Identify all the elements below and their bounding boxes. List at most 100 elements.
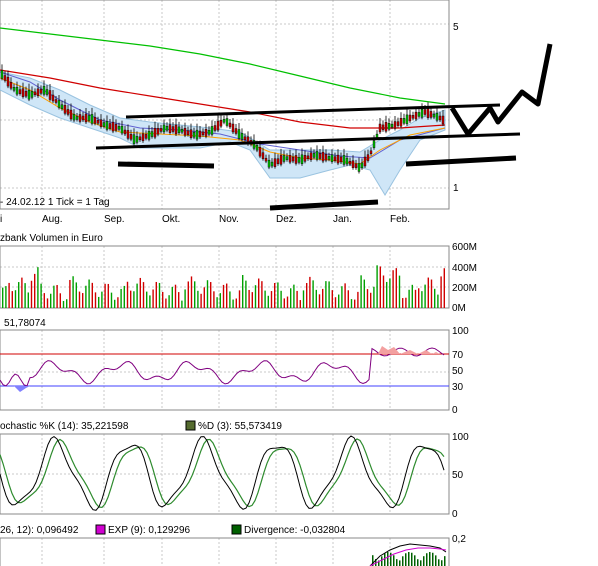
stochastic-panel: ochastic %K (14): 35,221598 %D (3): 55,5…: [0, 420, 469, 520]
volume-bar: [238, 290, 241, 308]
candle-body: [303, 155, 307, 162]
volume-bar: [334, 297, 337, 308]
vol-tick-200: 200M: [452, 283, 477, 294]
macd-hist-bar: [420, 560, 422, 566]
volume-bar: [136, 283, 138, 308]
macd-hist-bar: [399, 560, 401, 566]
x-tick-nov: Nov.: [219, 214, 239, 225]
candle-body: [138, 136, 142, 141]
candle-body: [201, 131, 205, 136]
candle-body: [327, 156, 331, 160]
volume-bar: [347, 290, 349, 308]
volume-bar: [75, 282, 77, 308]
macd-hist-bar: [417, 559, 419, 566]
candle-body: [273, 158, 277, 167]
ma-red: [0, 69, 446, 129]
volume-bar: [88, 279, 90, 308]
candle-body: [204, 129, 208, 137]
candle-body: [429, 111, 433, 118]
candle-body: [30, 91, 34, 98]
volume-bar: [11, 291, 13, 308]
candle-body: [15, 86, 19, 95]
candle-body: [84, 113, 88, 123]
candle-body: [318, 153, 322, 159]
price-panel: 5 1 - 24.02.12 1 Tick = 1 Tag: [0, 0, 553, 211]
volume-bar: [171, 286, 173, 308]
candle-body: [219, 119, 223, 127]
candle-body: [135, 136, 139, 143]
candle-body: [333, 156, 337, 161]
volume-bar: [299, 300, 301, 308]
candle-body: [63, 105, 67, 114]
candle-body: [96, 120, 100, 124]
volume-bar: [120, 288, 122, 308]
volume-bar: [59, 293, 61, 308]
candle-body: [192, 131, 196, 138]
volume-bar: [62, 300, 65, 308]
volume-bar: [363, 279, 365, 308]
bollinger-band: [0, 71, 446, 196]
volume-bar: [114, 299, 116, 308]
candle-body: [57, 100, 61, 108]
candle-body: [231, 123, 235, 133]
candle-body: [330, 154, 334, 162]
volume-bar: [21, 277, 23, 308]
candle-body: [294, 155, 298, 164]
volume-bar: [322, 288, 324, 308]
candle-body: [33, 91, 37, 96]
candle-body: [48, 90, 52, 100]
volume-bar: [386, 281, 388, 308]
macd-hist-bar: [426, 553, 428, 566]
volume-bar: [27, 292, 29, 308]
candle-body: [102, 122, 106, 127]
candle-body: [369, 150, 373, 155]
candle-body: [237, 129, 241, 139]
candle-body: [255, 144, 259, 151]
macd-hist-bar: [381, 556, 383, 566]
volume-bar: [152, 289, 154, 308]
candle-body: [342, 155, 346, 165]
volume-bar: [139, 277, 141, 308]
candle-body: [309, 152, 313, 161]
candle-body: [399, 117, 403, 127]
volume-bar: [389, 278, 391, 308]
candle-body: [261, 152, 265, 159]
volume-bar: [200, 293, 202, 308]
volume-bar: [46, 298, 49, 308]
macd-hist-bar: [390, 552, 392, 566]
volume-bar: [133, 291, 135, 308]
candle-body: [300, 154, 304, 165]
candle-body: [78, 114, 82, 122]
candle-body: [24, 90, 28, 97]
volume-bar: [123, 285, 125, 308]
volume-bar: [370, 292, 372, 308]
candle-body: [396, 121, 400, 126]
volume-bar: [325, 281, 327, 308]
volume-bar: [440, 276, 442, 308]
candle-body: [408, 114, 412, 122]
macd-hist-bar: [378, 560, 380, 566]
candle-body: [393, 121, 397, 129]
candle-body: [93, 117, 97, 124]
volume-bar: [283, 298, 285, 308]
candle-body: [162, 124, 166, 133]
volume-frame: [0, 245, 450, 309]
candle-body: [69, 109, 73, 120]
candle-body: [348, 160, 352, 165]
volume-bar: [101, 291, 103, 308]
stoch-d-line: [0, 438, 445, 509]
volume-bar: [357, 291, 359, 308]
candle-body: [129, 134, 133, 140]
candle-body: [36, 88, 40, 97]
candle-body: [108, 123, 112, 129]
vol-tick-600: 600M: [452, 242, 477, 253]
candle-body: [150, 131, 154, 137]
candle-body: [339, 156, 343, 163]
macd-histogram: [372, 552, 446, 566]
volume-bar: [43, 293, 45, 308]
macd-panel: 26, 12): 0,096492 EXP (9): 0,129296 Dive…: [0, 524, 466, 566]
support-line-2: [269, 199, 379, 211]
volume-bar: [130, 290, 132, 308]
candle-body: [123, 129, 127, 135]
volume-bar: [210, 282, 212, 308]
